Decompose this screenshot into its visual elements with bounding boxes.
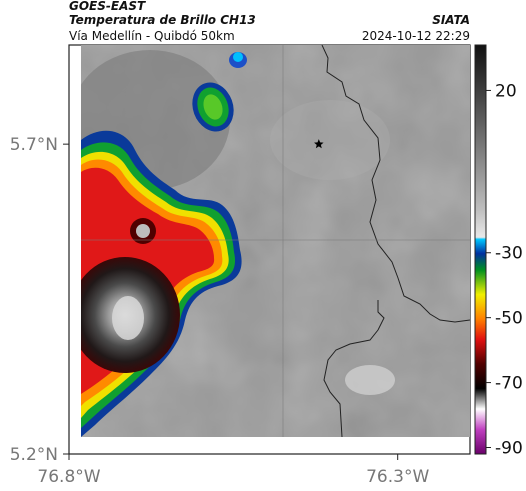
colorbar-tick-label: -30 [495,244,523,264]
y-tick-label: 5.2°N [10,445,58,465]
product-title: Temperatura de Brillo CH13 [69,13,256,27]
colorbar-tick-label: -50 [495,309,523,329]
location-star-marker [314,139,324,149]
satellite-image [81,45,470,437]
timestamp-label: 2024-10-12 22:29 [361,29,470,43]
colorbar [474,44,487,455]
border-line [321,45,470,437]
x-tick-label: 76.3°W [366,467,429,487]
y-tick-label: 5.7°N [10,135,58,155]
y-axis: 5.2°N 5.7°N [10,135,69,465]
x-tick-label: 76.8°W [37,467,100,487]
colorbar-tick-label: -70 [495,374,523,394]
satellite-title: GOES-EAST [69,0,146,13]
colorbar-tick-label: -90 [495,439,523,459]
region-subtitle: Vía Medellín - Quibdó 50km [69,29,235,43]
colorbar-tick-label: 20 [495,81,517,101]
agency-label: SIATA [432,13,470,27]
x-axis: 76.8°W 76.3°W [37,454,429,487]
colorbar-ticks: 20 -30 -50 -70 -90 [486,81,523,459]
